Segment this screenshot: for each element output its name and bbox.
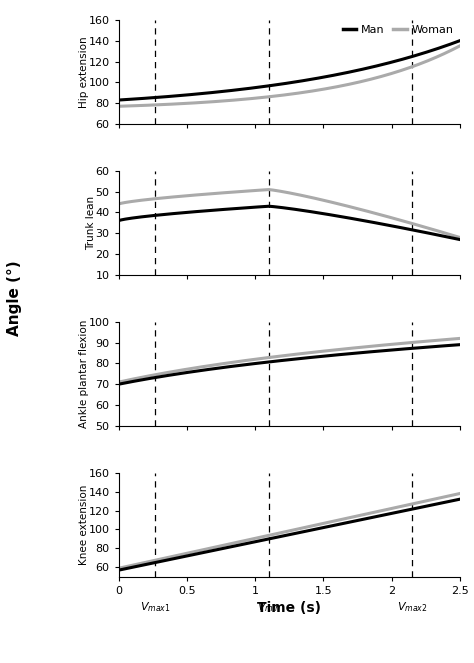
Y-axis label: Knee extension: Knee extension (79, 485, 89, 565)
Text: $V_{min}$: $V_{min}$ (257, 600, 281, 614)
X-axis label: Time (s): Time (s) (257, 601, 321, 615)
Y-axis label: Trunk lean: Trunk lean (86, 196, 96, 250)
Y-axis label: Ankle plantar flexion: Ankle plantar flexion (79, 320, 89, 428)
Text: $V_{max2}$: $V_{max2}$ (397, 600, 428, 614)
Text: $V_{max1}$: $V_{max1}$ (140, 600, 171, 614)
Legend: Man, Woman: Man, Woman (339, 21, 457, 39)
Text: Angle (°): Angle (°) (7, 261, 22, 336)
Y-axis label: Hip extension: Hip extension (79, 36, 89, 108)
